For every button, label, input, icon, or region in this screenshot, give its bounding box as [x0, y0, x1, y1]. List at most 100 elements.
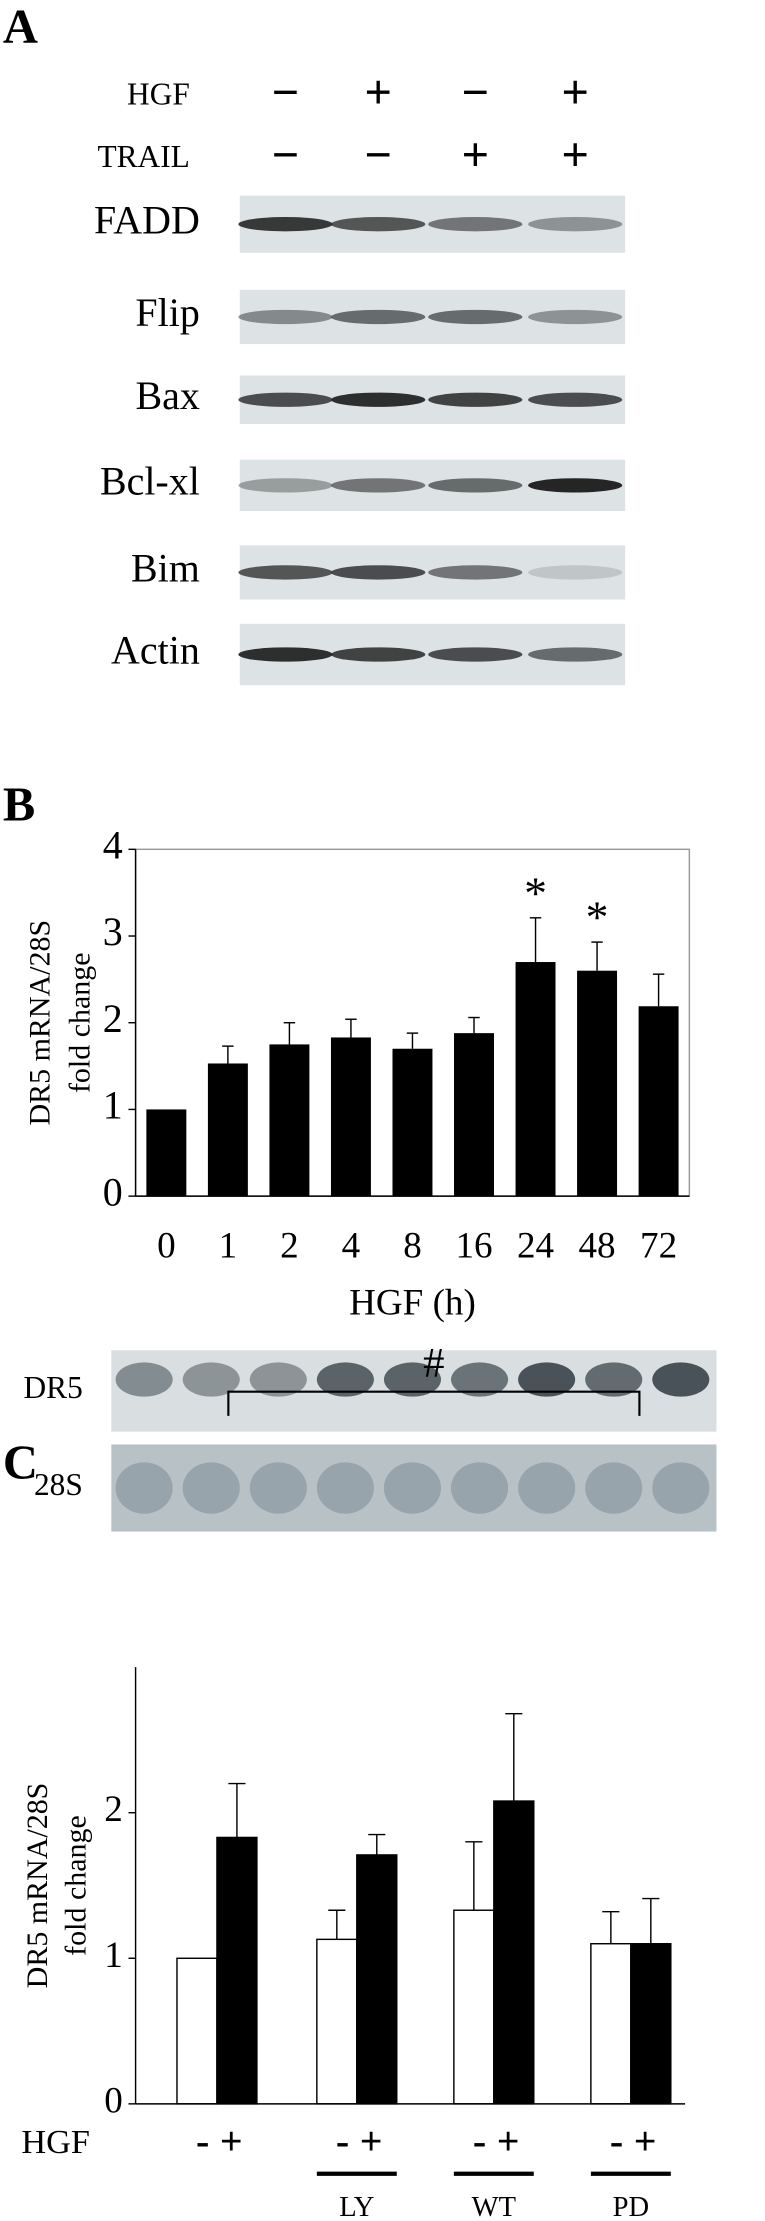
bar: [207, 1063, 248, 1197]
significance: *: [586, 892, 609, 943]
band: [238, 478, 333, 493]
blot-label: Actin: [111, 628, 200, 673]
band: [428, 478, 523, 493]
error-bar: [228, 1782, 246, 1838]
band: [331, 217, 426, 232]
band: [428, 565, 523, 580]
band: [528, 309, 623, 325]
band: [316, 1362, 374, 1397]
bar: [216, 1836, 258, 2105]
bar: [269, 1044, 310, 1197]
panel-label: C: [3, 1436, 38, 1489]
x-tick-label: 0: [157, 1225, 176, 1266]
bar: [392, 1048, 433, 1197]
band: [528, 392, 623, 407]
band: [585, 1362, 643, 1397]
bar: [590, 1943, 632, 2105]
bar: [356, 1854, 398, 2105]
legend-sign: +: [634, 2118, 657, 2163]
x-tick-label: 8: [403, 1225, 422, 1266]
band: [528, 647, 623, 662]
blot-label: FADD: [94, 197, 200, 242]
x-axis-title: HGF (h): [349, 1283, 476, 1324]
band: [331, 565, 426, 580]
bar: [146, 1109, 187, 1197]
y-axis-title: fold change: [64, 952, 97, 1093]
error-bar: [406, 1032, 419, 1049]
y-tick-label: 0: [104, 2080, 123, 2121]
bar: [453, 1909, 495, 2105]
panel-label: B: [3, 778, 35, 831]
sign: −: [272, 129, 300, 182]
y-tick-label: 4: [103, 822, 123, 867]
error-bar: [465, 1841, 483, 1911]
blot-label: DR5: [23, 1370, 82, 1405]
x-tick-label: 1: [219, 1225, 238, 1266]
y-tick-label: 0: [103, 1169, 123, 1214]
x-tick-label: 48: [579, 1225, 616, 1266]
band: [115, 1462, 173, 1514]
band: [585, 1462, 643, 1514]
band: [528, 565, 623, 580]
band: [528, 478, 623, 493]
bar: [330, 1037, 371, 1197]
blot-label: Flip: [135, 290, 199, 335]
significance: *: [524, 867, 547, 918]
band: [238, 392, 333, 407]
band: [451, 1362, 509, 1397]
band: [428, 217, 523, 232]
row-label: HGF: [127, 76, 190, 111]
bar: [638, 1006, 679, 1197]
y-tick-label: 2: [104, 1789, 123, 1830]
band: [428, 647, 523, 662]
bar: [577, 970, 618, 1197]
band: [238, 647, 333, 662]
error-bar: [505, 1712, 523, 1802]
band: [518, 1462, 576, 1514]
annotation: #: [423, 1340, 444, 1387]
x-tick-label: 2: [280, 1225, 299, 1266]
band: [249, 1462, 307, 1514]
x-tick-label: 4: [342, 1225, 361, 1266]
bar: [515, 962, 556, 1197]
band: [331, 647, 426, 662]
sign: +: [461, 129, 489, 182]
band: [652, 1362, 710, 1397]
sign: −: [461, 66, 489, 119]
y-tick-label: 1: [104, 1935, 123, 1976]
error-bar: [529, 917, 542, 963]
band: [238, 217, 333, 232]
blot-label: 28S: [34, 1467, 83, 1502]
error-bar: [642, 1897, 660, 1944]
group-label: LY: [339, 2192, 374, 2221]
legend-sign: -: [610, 2118, 623, 2163]
legend-sign: +: [360, 2118, 383, 2163]
y-tick-label: 2: [103, 996, 123, 1041]
band: [238, 309, 333, 325]
error-bar: [368, 1833, 386, 1855]
row-label: TRAIL: [97, 139, 189, 174]
band: [331, 309, 426, 325]
legend-sign: +: [497, 2118, 520, 2163]
error-bar: [468, 1016, 480, 1034]
blot-label: Bim: [131, 546, 200, 591]
sign: +: [364, 66, 392, 119]
group-label: WT: [472, 2192, 516, 2221]
bracket: [227, 1390, 641, 1416]
legend-sign: -: [196, 2118, 209, 2163]
sign: −: [272, 66, 300, 119]
bar: [630, 1943, 672, 2105]
band: [331, 392, 426, 407]
band: [428, 392, 523, 407]
x-tick-label: 24: [517, 1225, 554, 1266]
band: [115, 1362, 173, 1397]
x-tick-label: 16: [455, 1225, 492, 1266]
group-label: PD: [613, 2192, 649, 2221]
band: [528, 217, 623, 232]
sign: +: [561, 66, 589, 119]
blot-label: Bcl-xl: [100, 459, 200, 504]
band: [249, 1362, 307, 1397]
band: [316, 1462, 374, 1514]
y-tick-label: 1: [103, 1083, 123, 1128]
